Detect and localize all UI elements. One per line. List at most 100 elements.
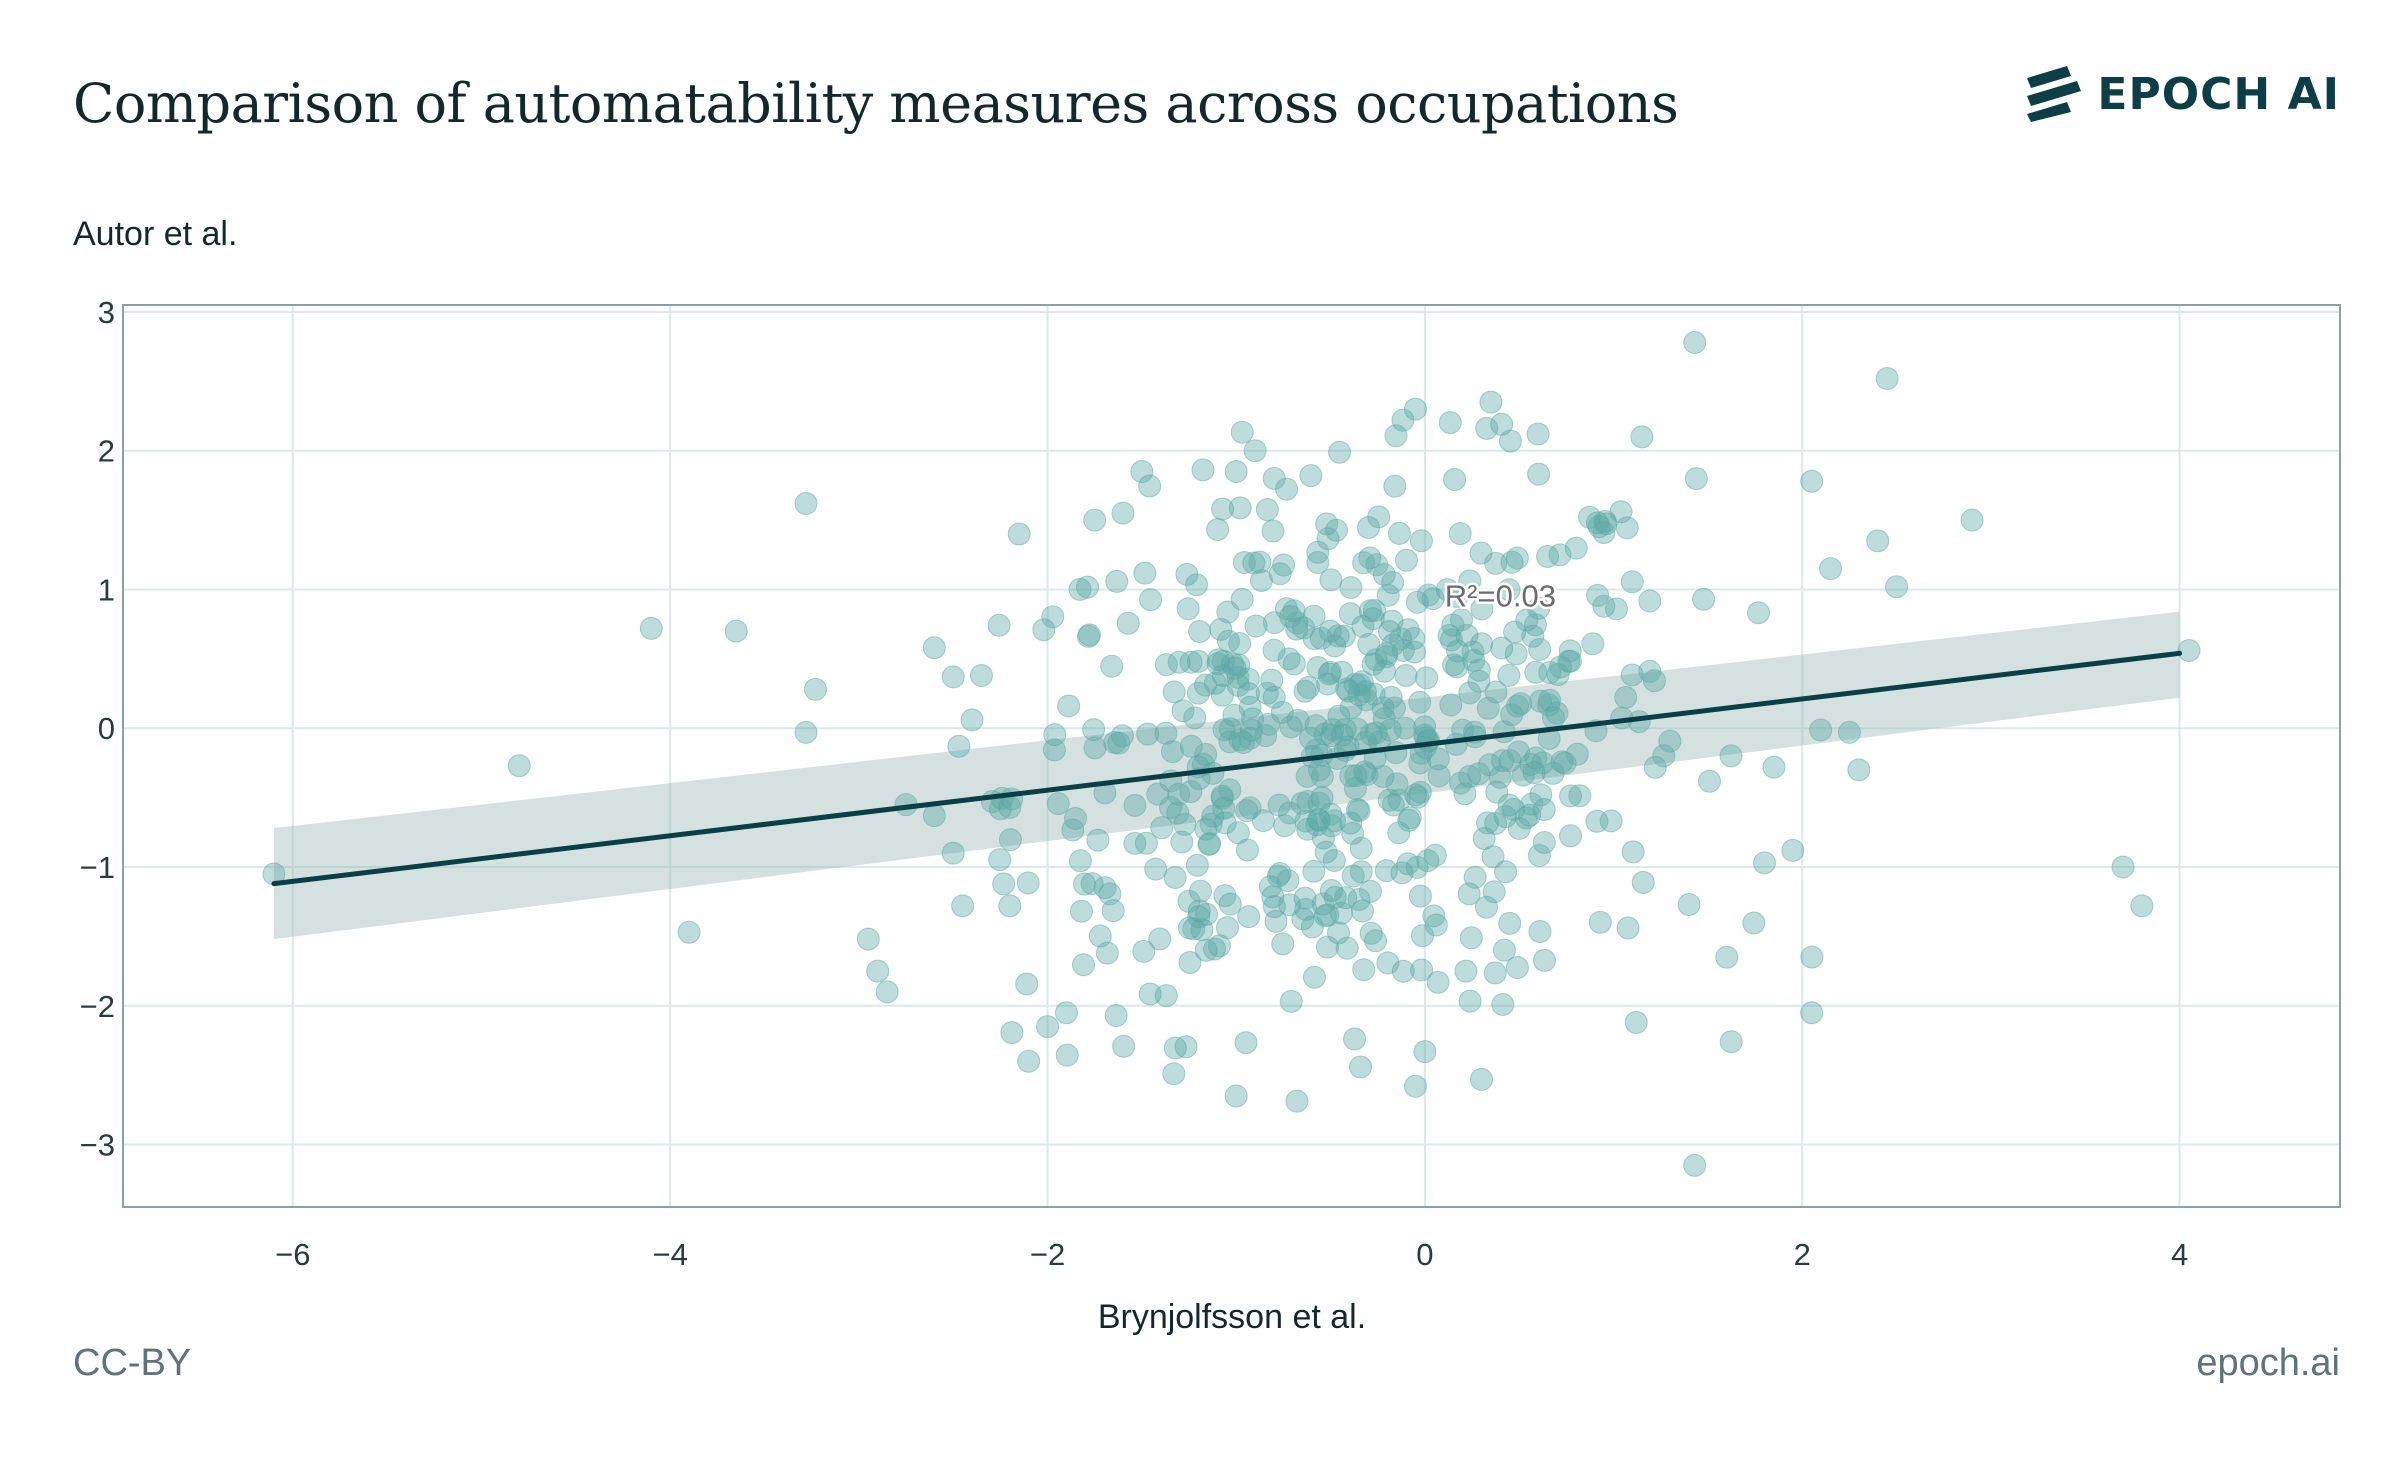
scatter-point [1262, 520, 1284, 542]
scatter-point [1565, 537, 1587, 559]
scatter-point [993, 873, 1015, 895]
scatter-point [1605, 598, 1627, 620]
scatter-point [1344, 1028, 1366, 1050]
scatter-point [923, 637, 945, 659]
scatter-point [1693, 588, 1715, 610]
scatter-point [1569, 785, 1591, 807]
scatter-point [1042, 606, 1064, 628]
scatter-point [989, 849, 1011, 871]
scatter-point [1442, 614, 1464, 636]
scatter-point [1395, 664, 1417, 686]
scatter-point [1359, 600, 1381, 622]
scatter-point [1350, 1056, 1372, 1078]
site-link[interactable]: epoch.ai [2196, 1342, 2340, 1385]
scatter-point [1195, 903, 1217, 925]
scatter-point [1368, 506, 1390, 528]
scatter-point [1303, 860, 1325, 882]
scatter-point [999, 895, 1021, 917]
scatter-point [1625, 1011, 1647, 1033]
scatter-point [1329, 441, 1351, 463]
scatter-point [1414, 1041, 1436, 1063]
scatter-point [1539, 661, 1561, 683]
scatter-point [1600, 810, 1622, 832]
scatter-point [1263, 467, 1285, 489]
scatter-point [1455, 960, 1477, 982]
scatter-point [1440, 694, 1462, 716]
scatter-point [1348, 889, 1370, 911]
scatter-point [1397, 619, 1419, 641]
scatter-point [1470, 542, 1492, 564]
scatter-point [1716, 946, 1738, 968]
scatter-point [1377, 584, 1399, 606]
scatter-point [970, 665, 992, 687]
scatter-point [1297, 677, 1319, 699]
scatter-point [508, 755, 530, 777]
x-tick-labels: −6 −4 −2 0 2 4 [275, 1237, 2188, 1272]
scatter-point [1225, 1085, 1247, 1107]
scatter-point [1261, 669, 1283, 691]
scatter-point [1225, 461, 1247, 483]
scatter-point [1231, 588, 1253, 610]
scatter-point [1311, 765, 1333, 787]
scatter-point [2112, 856, 2134, 878]
scatter-point [1258, 713, 1280, 735]
scatter-point [1168, 651, 1190, 673]
scatter-point [999, 829, 1021, 851]
scatter-point [942, 842, 964, 864]
scatter-point [1355, 689, 1377, 711]
scatter-point [1360, 922, 1382, 944]
scatter-point [1499, 912, 1521, 934]
scatter-point [1340, 812, 1362, 834]
scatter-point [1685, 468, 1707, 490]
scatter-point [1867, 530, 1889, 552]
scatter-point [1111, 725, 1133, 747]
scatter-point [1235, 1032, 1257, 1054]
scatter-point [1320, 880, 1342, 902]
scatter-point [1495, 861, 1517, 883]
scatter-point [1345, 765, 1367, 787]
scatter-point [1303, 966, 1325, 988]
scatter-point [1366, 554, 1388, 576]
scatter-point [1037, 1016, 1059, 1038]
scatter-point [1070, 900, 1092, 922]
scatter-point [1533, 949, 1555, 971]
scatter-point [1177, 598, 1199, 620]
y-tick-label: −3 [80, 1128, 115, 1163]
scatter-point [1113, 1035, 1135, 1057]
scatter-point [1506, 695, 1528, 717]
scatter-point [1449, 523, 1471, 545]
r-squared-annotation: R²=0.03 [1445, 578, 1556, 613]
x-tick-label: −6 [275, 1237, 310, 1272]
scatter-point [1961, 509, 1983, 531]
scatter-point [1538, 694, 1560, 716]
scatter-point [1112, 502, 1134, 524]
scatter-point [1743, 912, 1765, 934]
scatter-point [1311, 787, 1333, 809]
scatter-point [1149, 928, 1171, 950]
scatter-point [2131, 895, 2153, 917]
scatter-point [1176, 563, 1198, 585]
scatter-point [1244, 440, 1266, 462]
scatter-point [1105, 1005, 1127, 1027]
scatter-point [1458, 883, 1480, 905]
scatter-point [1231, 421, 1253, 443]
scatter-point [1763, 756, 1785, 778]
scatter-point [1653, 745, 1675, 767]
scatter-point [1622, 841, 1644, 863]
scatter-point [1151, 817, 1173, 839]
scatter-point [1410, 530, 1432, 552]
scatter-point [1001, 1022, 1023, 1044]
scatter-point [1684, 331, 1706, 353]
scatter-point [1386, 773, 1408, 795]
scatter-point [1017, 872, 1039, 894]
scatter-point [1532, 752, 1554, 774]
y-tick-label: −2 [80, 989, 115, 1024]
scatter-point [1423, 905, 1445, 927]
scatter-point [1316, 513, 1338, 535]
scatter-point [1232, 732, 1254, 754]
scatter-point [1295, 810, 1317, 832]
scatter-point [1582, 633, 1604, 655]
scatter-point [1016, 973, 1038, 995]
scatter-point [1560, 825, 1582, 847]
scatter-point [1264, 612, 1286, 634]
